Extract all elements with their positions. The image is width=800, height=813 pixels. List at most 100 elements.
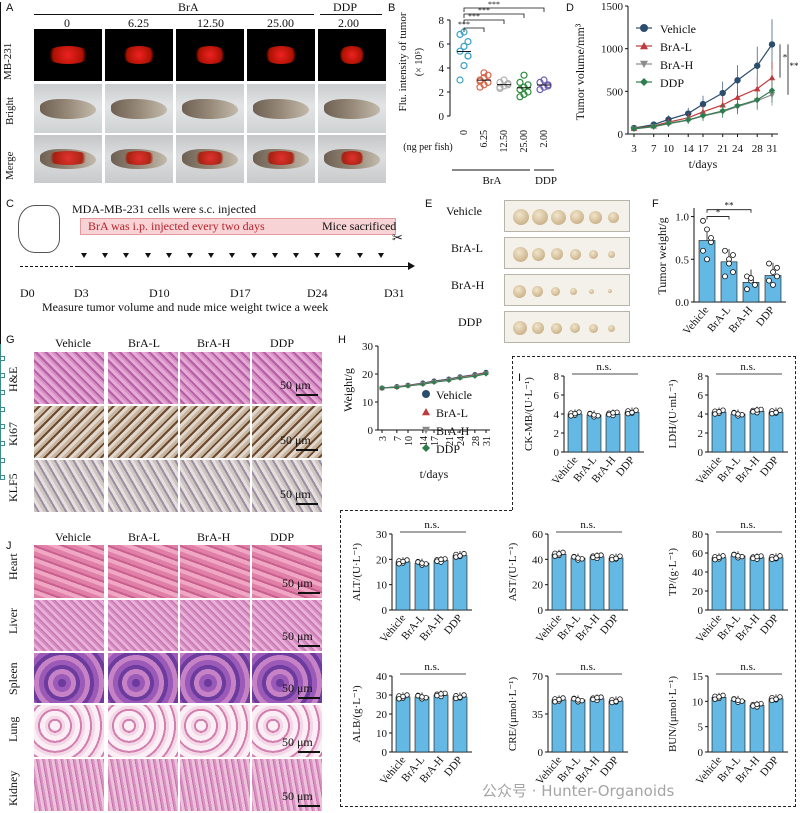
i-point xyxy=(773,409,779,416)
measure-text: Measure tumor volume and nude mice weigh… xyxy=(42,300,329,314)
j-tile-heart-1 xyxy=(108,545,178,598)
i-point xyxy=(613,555,619,562)
j-tile-kidney-0 xyxy=(34,759,104,811)
fish-image-1-1 xyxy=(105,84,173,133)
i-bar xyxy=(414,696,430,753)
j-scale-liver: 50 μm xyxy=(282,629,313,643)
i-bar xyxy=(730,700,746,753)
i-point xyxy=(575,697,581,703)
i-bar xyxy=(570,699,586,753)
injection-arrow-head xyxy=(81,253,87,258)
i-bar xyxy=(605,413,621,453)
i-point xyxy=(400,558,406,565)
day-d0: D0 xyxy=(20,286,35,300)
j-tile-spleen-3 xyxy=(252,653,322,703)
g-col-vehicle: Vehicle xyxy=(55,336,91,350)
injection-arrow-shaft xyxy=(0,92,1,110)
i-point xyxy=(552,553,558,559)
i-ns-label: n.s. xyxy=(740,519,756,531)
fish-image-2-1 xyxy=(105,135,173,183)
i-y-tick-label: 4 xyxy=(698,409,704,421)
j-tile-liver-3 xyxy=(252,600,322,651)
f-y-tick-label: 1.0 xyxy=(675,212,689,224)
g-tile-klf-2 xyxy=(180,460,250,512)
tumor-1-4 xyxy=(589,249,598,259)
i-y-tick-label: 2 xyxy=(698,428,704,440)
tumor-fluorescence-2 xyxy=(193,46,227,64)
j-col-bra-l: BrA-L xyxy=(128,530,160,544)
j-scale-spleen: 50 μm xyxy=(282,681,313,695)
f-point xyxy=(770,282,776,288)
d-point xyxy=(699,100,707,108)
fish-image-2-4 xyxy=(318,135,386,183)
i-point xyxy=(735,411,741,417)
i-ns-label: n.s. xyxy=(580,519,596,531)
d-point xyxy=(630,125,638,132)
j-row-kidney: Kidney xyxy=(6,770,20,806)
tumor-ruler-1 xyxy=(504,237,630,269)
i-chart-ck-mb: 02468CK-MB/(U·L⁻¹)n.s.VehicleBrA-LBrA-HD… xyxy=(523,361,644,487)
bra-header: BrA xyxy=(178,0,199,14)
j-tile-spleen-0 xyxy=(34,653,104,703)
injection-arrow-shaft xyxy=(0,20,1,38)
dose-12-50: 12.50 xyxy=(197,16,224,30)
panel-label-g: G xyxy=(6,334,15,346)
cells-injected-text: MDA-MB-231 cells were s.c. injected xyxy=(72,202,256,216)
panel-label-d: D xyxy=(566,2,574,14)
fish-body-1-3 xyxy=(253,98,309,119)
i-y-tick-label: 0 xyxy=(538,747,544,759)
b-sig-stars: *** xyxy=(468,12,480,21)
h-point xyxy=(446,377,452,384)
f-sig-bracket-1 xyxy=(706,216,730,220)
i-point xyxy=(777,407,783,413)
i-bar xyxy=(570,557,586,611)
f-point xyxy=(722,247,728,254)
i-bar xyxy=(589,556,605,611)
merge-fluorescence-2 xyxy=(193,151,227,165)
tumor-3-3 xyxy=(570,323,580,333)
injection-arrow-head xyxy=(144,253,151,258)
i-point xyxy=(629,409,635,416)
f-point xyxy=(704,256,710,263)
h-legend-marker xyxy=(422,444,430,452)
b-point xyxy=(464,52,472,60)
d-point xyxy=(734,102,741,110)
i-y-tick-label: 6 xyxy=(698,390,704,402)
panel-c-timeline: MDA-MB-231 cells were s.c. injected BrA … xyxy=(0,2,800,480)
f-point xyxy=(700,217,706,224)
timeline-day-tick xyxy=(0,296,1,308)
h-x-tick-label: 10 xyxy=(404,436,415,446)
d-legend-label: DDP xyxy=(660,76,684,90)
i-y-tick-label: 30 xyxy=(376,690,388,702)
injection-arrow-shaft xyxy=(0,110,1,128)
fish-image-1-0 xyxy=(34,84,102,133)
i-y-tick-label: 10 xyxy=(376,728,388,740)
i-y-tick-label: 30 xyxy=(376,529,388,541)
merge-fluorescence-4 xyxy=(338,151,366,165)
d-x-tick-label: 3 xyxy=(631,143,637,155)
d-y-tick-label: 500 xyxy=(607,86,624,98)
j-scalebar-lung xyxy=(298,751,320,753)
i-bar xyxy=(586,414,602,453)
i-point xyxy=(575,555,581,561)
panel-label-c: C xyxy=(6,198,14,210)
d-y-label: Tumor volume/mm³ xyxy=(573,23,587,120)
d-y-tick-label: 1000 xyxy=(601,44,624,56)
b-sig-stars: *** xyxy=(488,0,500,9)
h-x-tick-label: 3 xyxy=(378,436,389,441)
i-y-label: LDH/(U·mL⁻¹) xyxy=(667,379,679,448)
g-col-bra-l: BrA-L xyxy=(128,336,160,350)
i-y-tick-label: 15 xyxy=(692,671,704,683)
i-y-tick-label: 0 xyxy=(698,747,704,759)
i-point xyxy=(556,696,562,703)
fish-body-1-1 xyxy=(111,98,167,119)
b-y-tick-label: 8 xyxy=(439,15,445,27)
h-point xyxy=(379,385,385,391)
panel-i-box-bottom xyxy=(340,510,796,807)
i-bar xyxy=(768,411,784,453)
b-dose-label: 25.00 xyxy=(519,130,530,153)
timeline-dashed xyxy=(20,266,78,267)
i-y-tick-label: 20 xyxy=(692,586,704,598)
fish-image-0-3 xyxy=(247,29,315,81)
i-y-tick-label: 0 xyxy=(538,605,544,617)
